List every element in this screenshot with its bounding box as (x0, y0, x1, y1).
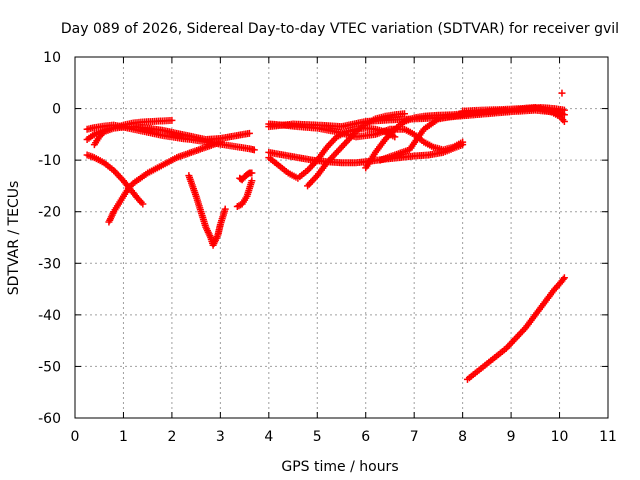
data-point (250, 146, 258, 154)
data-point (248, 177, 256, 185)
y-tick-label: -50 (38, 359, 61, 375)
x-tick-label: 4 (264, 429, 273, 445)
data-point (459, 138, 467, 146)
y-tick-label: -30 (38, 256, 61, 272)
data-point (221, 205, 229, 213)
data-point (559, 275, 567, 283)
trace-11 (265, 120, 467, 154)
y-tick-label: 0 (52, 102, 61, 118)
y-tick-label: -40 (38, 308, 61, 324)
trace-17 (463, 274, 568, 383)
trace-7 (236, 169, 256, 184)
axis-ticks (74, 56, 609, 419)
trace-12 (304, 110, 408, 190)
chart-title: Day 089 of 2026, Sidereal Day-to-day VTE… (61, 21, 619, 37)
data-point (245, 129, 253, 137)
x-tick-label: 11 (599, 429, 617, 445)
x-tick-label: 2 (167, 429, 176, 445)
y-tick-label: 10 (43, 50, 61, 66)
trace-16 (558, 89, 566, 97)
trace-2 (90, 116, 176, 149)
data-point (400, 110, 408, 118)
plot-frame (74, 56, 609, 419)
data-point (168, 116, 176, 124)
trace-15 (459, 104, 568, 125)
x-tick-label: 0 (71, 429, 80, 445)
x-tick-label: 6 (361, 429, 370, 445)
data-point (558, 89, 566, 97)
x-tick-labels: 0 1 2 3 4 5 6 7 8 9 10 11 (71, 429, 617, 445)
data-point (560, 117, 568, 125)
data-point (216, 138, 224, 146)
data-points (83, 89, 568, 383)
grid (75, 57, 608, 418)
data-point (248, 169, 256, 177)
x-tick-label: 9 (507, 429, 516, 445)
data-point (139, 200, 147, 208)
x-axis-label: GPS time / hours (281, 459, 398, 475)
x-tick-label: 3 (216, 429, 225, 445)
x-tick-label: 1 (119, 429, 128, 445)
x-tick-label: 5 (313, 429, 322, 445)
data-point (560, 106, 568, 114)
x-tick-label: 7 (410, 429, 419, 445)
trace-4 (105, 138, 224, 226)
trace-6 (233, 177, 256, 211)
y-tick-label: -60 (38, 411, 61, 427)
y-axis-label: SDTVAR / TECUs (6, 181, 22, 296)
data-point (391, 133, 399, 141)
y-tick-labels: 10 0 -10 -20 -30 -40 -50 -60 (38, 50, 61, 427)
trace-5 (185, 172, 229, 249)
y-tick-label: -10 (38, 153, 61, 169)
trace-3 (83, 151, 147, 208)
x-tick-label: 8 (458, 429, 467, 445)
x-tick-label: 10 (551, 429, 569, 445)
y-tick-label: -20 (38, 205, 61, 221)
data-point (560, 274, 568, 282)
